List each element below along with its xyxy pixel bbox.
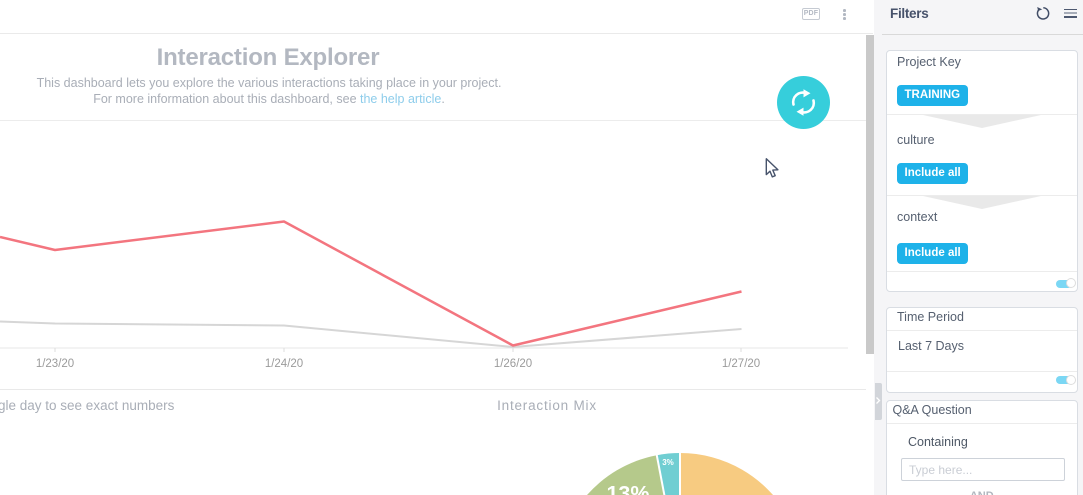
svg-text:1/23/20: 1/23/20 (36, 358, 74, 370)
svg-text:13%: 13% (606, 482, 649, 495)
svg-text:1/27/20: 1/27/20 (722, 358, 760, 370)
svg-text:1/24/20: 1/24/20 (265, 358, 303, 370)
svg-text:3%: 3% (662, 458, 674, 467)
svg-text:1/26/20: 1/26/20 (494, 358, 532, 370)
